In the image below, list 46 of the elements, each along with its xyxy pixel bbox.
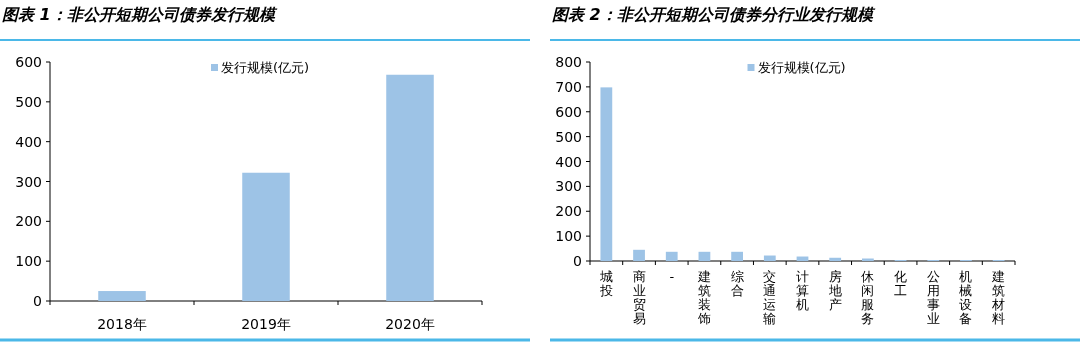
y-tick-label: 100 <box>555 228 582 245</box>
y-tick-label: 800 <box>555 54 582 70</box>
y-tick-label: 500 <box>15 93 42 110</box>
x-tick-label: 公用事业 <box>926 269 940 326</box>
bar <box>242 172 290 301</box>
x-tick-label: 交通运输 <box>763 269 777 326</box>
x-tick-label: 综合 <box>730 269 744 298</box>
x-tick-label: 建筑装饰 <box>696 269 711 326</box>
bar <box>763 255 776 261</box>
legend-label: 发行规模(亿元) <box>221 60 310 75</box>
y-tick-label: 0 <box>573 253 582 269</box>
y-tick-label: 300 <box>15 173 42 190</box>
x-tick-label: 计算机 <box>796 269 809 312</box>
x-tick-label: 2020年 <box>385 316 435 332</box>
bar <box>98 291 146 301</box>
y-tick-label: 0 <box>33 293 42 309</box>
x-tick-label: 2018年 <box>97 316 147 332</box>
y-tick-label: 200 <box>555 203 582 220</box>
legend-label: 发行规模(亿元) <box>757 60 846 75</box>
y-tick-label: 200 <box>15 213 42 230</box>
y-tick-label: 600 <box>555 103 582 120</box>
x-tick-label: 建筑材料 <box>991 269 1006 326</box>
bar <box>731 251 743 261</box>
bar <box>633 249 645 261</box>
bar <box>698 251 711 261</box>
y-tick-label: 600 <box>15 54 42 70</box>
y-tick-label: 400 <box>555 153 582 170</box>
x-tick-label: 城投 <box>598 269 613 298</box>
x-tick-label: 2019年 <box>241 316 291 332</box>
y-tick-label: 500 <box>555 128 582 145</box>
y-tick-label: 300 <box>555 178 582 195</box>
bar <box>665 251 678 261</box>
bar <box>386 74 434 301</box>
x-tick-label: 房地产 <box>827 269 842 312</box>
x-tick-label: 机械设备 <box>959 269 973 326</box>
bar <box>600 87 613 261</box>
chart-title: 图表 2：非公开短期公司债券分行业发行规模 <box>552 5 876 24</box>
x-tick-label: 休闲服务 <box>861 269 875 326</box>
bar <box>829 257 842 261</box>
x-tick-label: - <box>669 269 675 284</box>
y-tick-label: 400 <box>15 133 42 150</box>
y-tick-label: 100 <box>15 253 42 270</box>
chart-title: 图表 1：非公开短期公司债券发行规模 <box>2 5 278 24</box>
x-tick-label: 商业贸易 <box>632 269 646 326</box>
x-tick-label: 化工 <box>894 269 908 298</box>
y-tick-label: 700 <box>555 78 582 95</box>
